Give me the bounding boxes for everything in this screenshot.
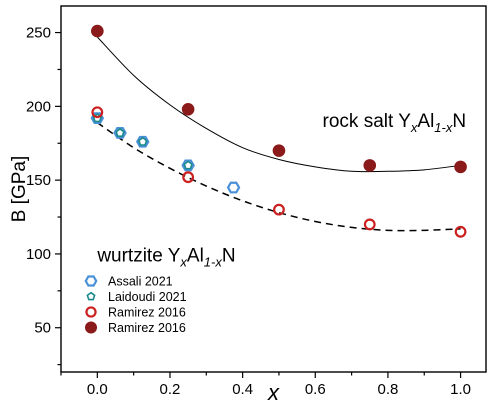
data-points: [90, 24, 467, 238]
data-point-series-0: [90, 112, 105, 125]
y-tick-label: 100: [26, 246, 51, 263]
plot-border: [60, 5, 487, 373]
data-point-series-1: [115, 127, 125, 137]
wurtzite-label: wurtzite YxAl1-xN: [96, 245, 235, 269]
x-tick-label: 0.4: [232, 381, 253, 398]
x-axis-title: x: [267, 380, 280, 403]
plot-frame: [60, 5, 487, 373]
y-tick-label: 200: [26, 98, 51, 115]
y-tick-label: 150: [26, 172, 51, 189]
x-tick-label: 1.0: [450, 381, 471, 398]
y-tick-label: 50: [34, 320, 51, 337]
legend-marker: [85, 306, 97, 318]
data-point-series-0: [113, 127, 127, 139]
data-point-series-3: [272, 144, 286, 157]
legend-label: Ramirez 2016: [108, 321, 186, 335]
data-point-series-2: [454, 225, 467, 238]
annotations: rock salt YxAl1-xN wurtzite YxAl1-xN: [96, 111, 466, 269]
legend-marker: [84, 275, 98, 287]
legend-label: Laidoudi 2021: [108, 290, 187, 304]
data-point-series-3: [363, 159, 377, 172]
legend-label: Assali 2021: [108, 275, 173, 289]
data-point-series-1: [137, 136, 148, 146]
data-point-series-3: [181, 103, 195, 116]
x-tick-label: 0.6: [305, 381, 326, 398]
legend-marker: [84, 321, 98, 334]
axis-titles: x B [GPa]: [9, 156, 280, 403]
y-tick-label: 250: [26, 25, 51, 42]
data-point-series-0: [181, 159, 195, 172]
legend-marker: [86, 291, 96, 301]
rocksalt-fit-curve: [96, 36, 461, 173]
rocksalt-label: rock salt YxAl1-xN: [323, 111, 467, 135]
data-point-series-2: [91, 106, 104, 119]
wurtzite-fit-curve: [96, 121, 461, 232]
fit-curves: [96, 36, 461, 232]
axis-ticks: 0.0 0.2 0.4 0.6 0.8 1.0 50 100 150 200 250: [26, 25, 471, 398]
x-tick-label: 0.8: [377, 381, 398, 398]
data-point-series-0: [135, 135, 150, 148]
data-point-series-2: [363, 218, 376, 231]
x-tick-label: 0.0: [87, 381, 108, 398]
data-point-series-1: [183, 160, 193, 170]
legend-label: Ramirez 2016: [108, 306, 186, 320]
data-point-series-0: [226, 181, 241, 194]
x-tick-label: 0.2: [160, 381, 181, 398]
data-point-series-2: [182, 171, 195, 184]
data-point-series-3: [91, 24, 104, 38]
y-axis-title: B [GPa]: [9, 156, 30, 223]
data-point-series-2: [273, 203, 285, 216]
data-point-series-3: [454, 160, 467, 174]
